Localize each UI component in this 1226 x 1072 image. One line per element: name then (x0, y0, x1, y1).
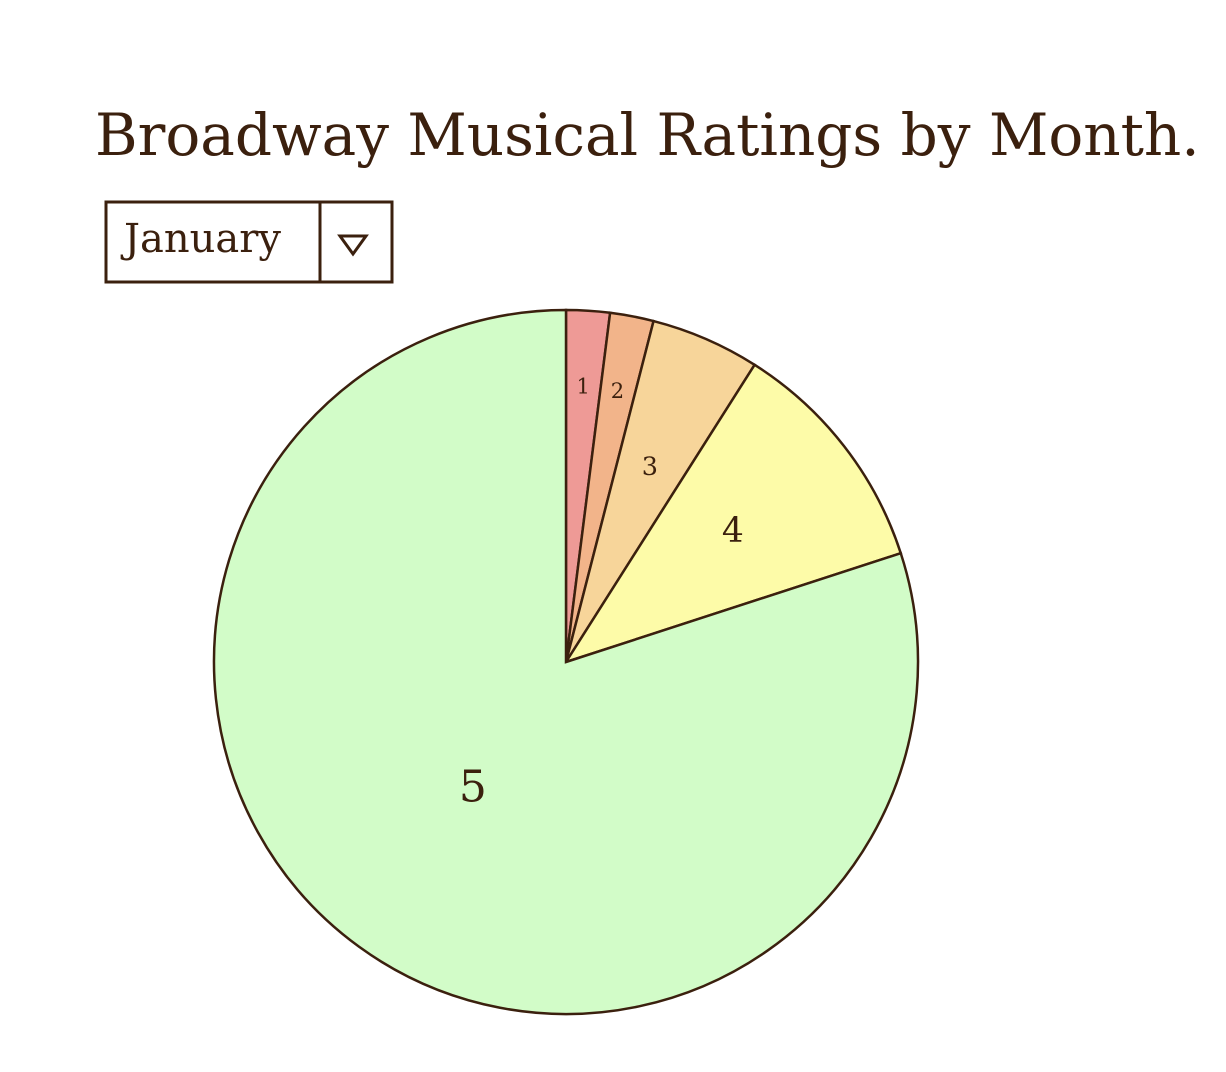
slice-label: 4 (722, 511, 744, 551)
slice-label: 2 (611, 379, 624, 403)
slice-label: 1 (577, 374, 590, 398)
dropdown-value: January (120, 216, 281, 262)
chart-title: Broadway Musical Ratings by Month. (95, 101, 1200, 169)
dropdown-box (104, 200, 394, 284)
pie-slice (212, 308, 920, 1016)
dropdown-arrow (337, 234, 369, 257)
slice-label: 5 (459, 762, 487, 813)
month-dropdown[interactable]: January (104, 200, 394, 284)
slice-label: 3 (642, 452, 658, 482)
pie-slice (563, 363, 903, 665)
